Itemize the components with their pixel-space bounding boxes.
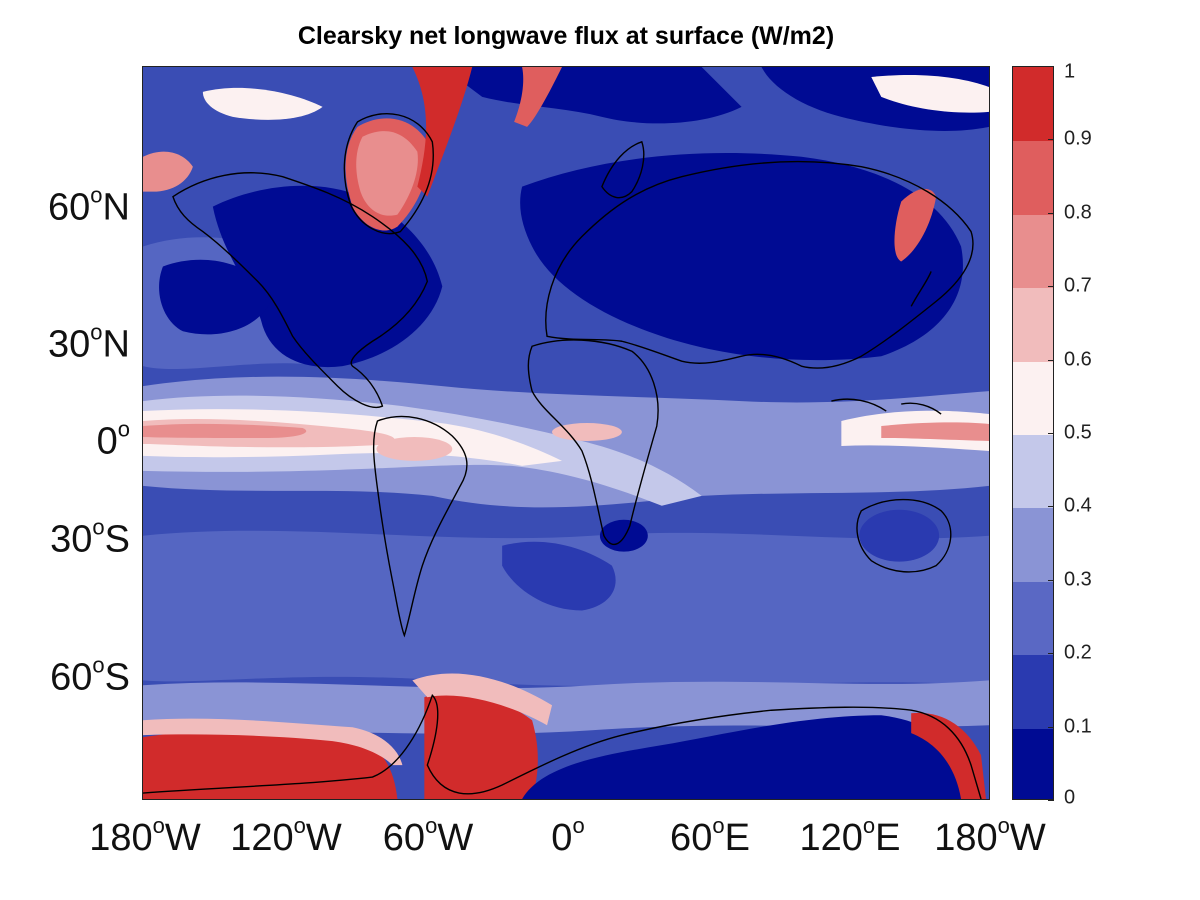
field-antarctica-red-west xyxy=(143,731,398,799)
field-australia-dark xyxy=(859,509,940,562)
field-itcz-red-pacific xyxy=(143,423,307,438)
colorbar-segment xyxy=(1013,654,1053,729)
colorbar-tick-mark xyxy=(1048,359,1054,361)
coast-scandinavia xyxy=(601,140,645,199)
lat-label-30n: 30oN xyxy=(48,319,130,366)
colorbar-tick-label: 0.5 xyxy=(1064,421,1092,444)
colorbar-tick-mark xyxy=(1048,726,1054,728)
colorbar-tick-mark xyxy=(1048,139,1054,141)
colorbar-tick-label: 0.6 xyxy=(1064,348,1092,371)
lat-label-equator: 0o xyxy=(96,416,130,463)
field-arctic-white-east xyxy=(871,75,989,113)
map-panel xyxy=(142,66,990,800)
coast-australia xyxy=(856,498,952,573)
coast-north-america xyxy=(172,172,429,408)
colorbar-tick-label: 0.7 xyxy=(1064,274,1092,297)
colorbar-tick-label: 0.4 xyxy=(1064,494,1092,517)
lon-label-0: 0o xyxy=(551,813,585,859)
colorbar-tick-mark xyxy=(1048,653,1054,655)
colorbar-segment xyxy=(1013,727,1053,799)
field-south-africa-dark xyxy=(599,519,648,552)
lon-label-180w-right: 180oW xyxy=(934,813,1046,859)
colorbar-tick-mark xyxy=(1048,506,1054,508)
lon-label-60w: 60oW xyxy=(382,813,474,859)
field-south-atlantic-dark xyxy=(502,541,616,611)
colorbar-tick-mark xyxy=(1048,433,1054,434)
field-indo-pacific-pink xyxy=(881,422,989,441)
coast-greenland xyxy=(343,113,434,235)
colorbar-tick-mark xyxy=(1048,800,1054,801)
field-arctic-red-strip xyxy=(412,67,473,197)
colorbar-tick-mark xyxy=(1048,579,1054,581)
field-africa-pink xyxy=(552,423,622,441)
colorbar-segment xyxy=(1013,67,1053,142)
field-arctic-dark xyxy=(442,67,742,124)
colorbar-tick-label: 0.9 xyxy=(1064,127,1092,150)
lon-label-180w: 180oW xyxy=(89,813,201,859)
field-kamchatka-red xyxy=(894,188,937,262)
coast-eurasia xyxy=(545,160,974,369)
colorbar-segment xyxy=(1013,140,1053,215)
colorbar-tick-label: 1 xyxy=(1064,60,1076,83)
field-antarctic-peninsula-pink xyxy=(412,673,553,726)
field-eurasia-dark xyxy=(520,153,963,361)
colorbar-segment xyxy=(1013,434,1053,509)
field-amazon-pink xyxy=(376,436,453,461)
coast-japan xyxy=(910,271,932,307)
colorbar-tick-label: 0.1 xyxy=(1064,715,1092,738)
colorbar-segment xyxy=(1013,287,1053,362)
field-antarctic-peninsula-red xyxy=(424,691,538,799)
field-antarctica-pink-west xyxy=(143,718,403,766)
field-alaska-pink xyxy=(143,151,193,192)
colorbar-segment xyxy=(1013,507,1053,582)
lat-label-60s: 60oS xyxy=(50,652,130,699)
coastlines xyxy=(143,113,982,799)
field-antarctica-red-east xyxy=(911,712,987,799)
lon-label-120e: 120oE xyxy=(799,813,901,859)
coast-antarctica xyxy=(143,693,982,799)
colorbar-segment xyxy=(1013,580,1053,656)
lon-label-60e: 60oE xyxy=(670,813,750,859)
field-north-pacific-dark xyxy=(159,259,273,335)
field-arctic-red-strip2 xyxy=(514,67,563,127)
coast-africa xyxy=(527,339,659,546)
colorbar-tick-label: 0.3 xyxy=(1064,568,1092,591)
field-greenland-pink xyxy=(356,131,418,216)
lon-label-120w: 120oW xyxy=(230,813,342,859)
lat-label-30s: 30oS xyxy=(50,514,130,561)
coast-indonesia xyxy=(831,398,942,415)
coast-south-america xyxy=(372,415,468,638)
colorbar-tick-mark xyxy=(1048,212,1054,214)
map-field xyxy=(143,67,989,799)
colorbar-tick-label: 0.2 xyxy=(1064,641,1092,664)
colorbar-tick-label: 0.8 xyxy=(1064,201,1092,224)
colorbar-segment xyxy=(1013,213,1053,289)
lat-label-60n: 60oN xyxy=(48,182,130,229)
figure-title: Clearsky net longwave flux at surface (W… xyxy=(297,22,835,50)
colorbar-tick-label: 0 xyxy=(1064,786,1076,809)
colorbar-tick-mark xyxy=(1048,286,1054,288)
field-north-america-dark xyxy=(212,185,443,368)
field-southern-ocean-light xyxy=(143,680,989,736)
colorbar-segment xyxy=(1013,360,1053,435)
colorbar-tick-mark xyxy=(1048,66,1054,67)
field-antarctica-dark-east xyxy=(522,715,972,799)
field-arctic-white xyxy=(202,87,323,120)
